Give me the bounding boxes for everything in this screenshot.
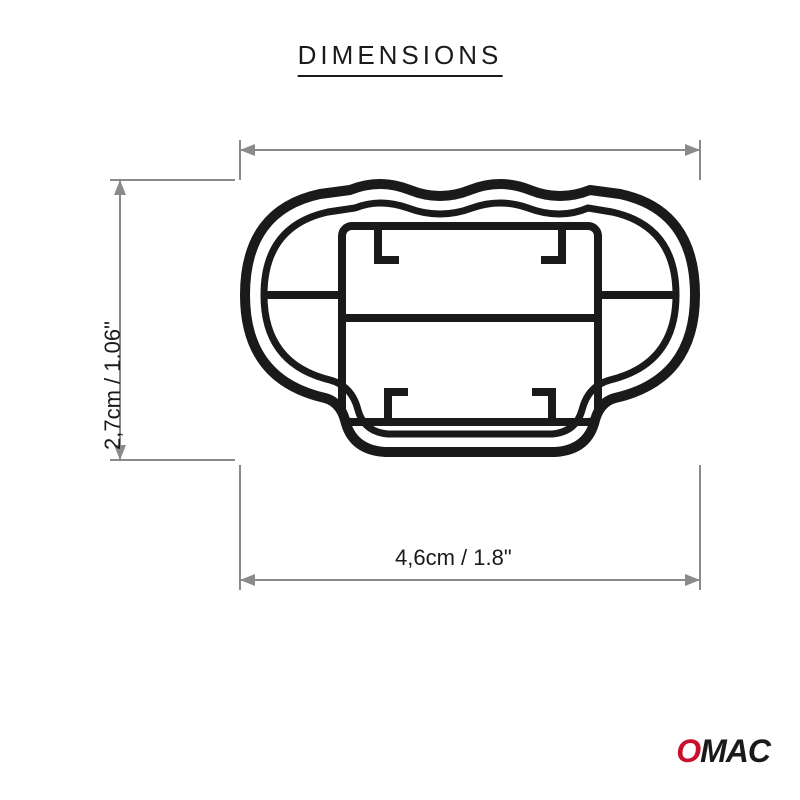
dim-line-bottom [240,465,700,590]
logo-rest: MAC [700,733,770,769]
height-label: 2,7cm / 1.06" [100,321,126,450]
logo-accent-char: O [676,733,700,769]
dim-line-left [110,180,235,460]
width-label: 4,6cm / 1.8" [395,545,512,571]
profile-cross-section [245,184,695,452]
page-title: DIMENSIONS [298,40,503,77]
brand-logo: OMAC [676,733,770,770]
diagram-container: 2,7cm / 1.06" 4,6cm / 1.8" [60,120,740,640]
dim-line-top [240,140,700,180]
